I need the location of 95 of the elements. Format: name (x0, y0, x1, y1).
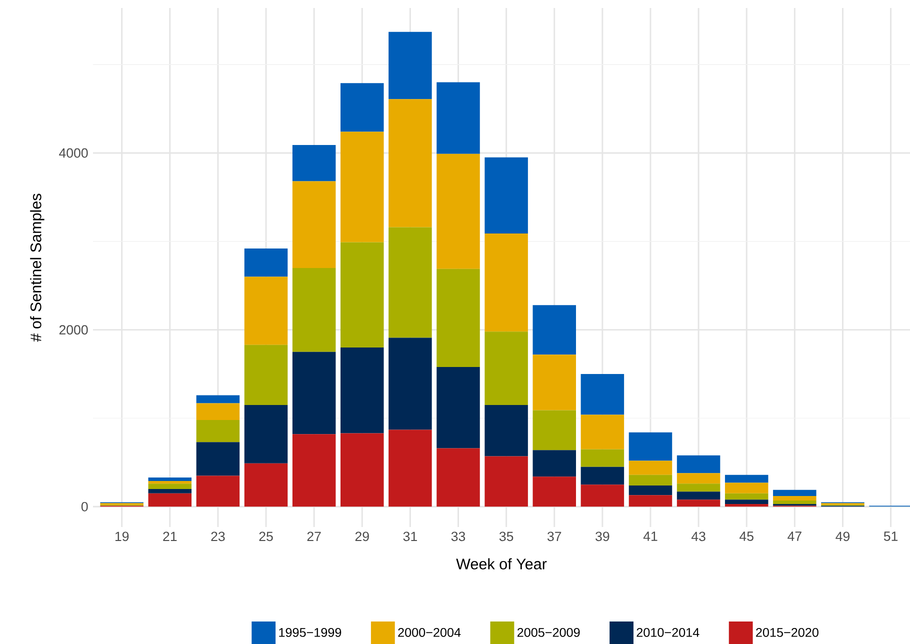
bar (580, 466, 624, 485)
y-tick-label: 2000 (59, 325, 88, 335)
bar (244, 344, 288, 405)
bar (724, 474, 768, 483)
bar (484, 404, 528, 456)
bar (676, 492, 720, 500)
bar (773, 490, 816, 496)
bar (773, 500, 816, 504)
legend-label: 2005−2009 (517, 628, 580, 637)
bar (628, 495, 672, 507)
x-tick-label: 41 (643, 532, 658, 541)
bar (196, 420, 240, 442)
y-tick-label: 4000 (59, 148, 88, 158)
bar (148, 484, 192, 489)
bar (724, 493, 768, 500)
bar (292, 434, 336, 507)
bar (244, 276, 288, 345)
legend-label: 2015−2020 (756, 628, 818, 637)
bar (388, 430, 432, 507)
bar (580, 449, 624, 467)
x-tick-label: 27 (307, 532, 321, 541)
bar (676, 484, 720, 492)
bar (484, 456, 528, 507)
bar (196, 476, 240, 507)
bar (484, 157, 528, 234)
bar (436, 366, 480, 448)
bar (388, 227, 432, 338)
bar (532, 305, 576, 355)
bar (148, 488, 192, 494)
x-tick-label: 19 (115, 532, 129, 542)
bar (628, 460, 672, 475)
bar (580, 414, 624, 450)
x-tick-label: 49 (836, 532, 850, 542)
bar (148, 477, 192, 482)
bar (580, 374, 624, 415)
bar (436, 268, 480, 367)
bar (676, 455, 720, 474)
bar (292, 145, 336, 182)
y-axis-title: # of Sentinel Samples (30, 194, 44, 342)
bar (724, 482, 768, 494)
bar (196, 395, 240, 404)
bar (292, 181, 336, 268)
bar (292, 352, 336, 434)
bar (388, 99, 432, 228)
bar (532, 354, 576, 410)
x-tick-label: 21 (163, 532, 177, 541)
bar (436, 82, 480, 154)
bar (628, 485, 672, 496)
bar (676, 473, 720, 484)
x-tick-label: 47 (788, 532, 802, 541)
bar (244, 404, 288, 464)
x-tick-label: 23 (211, 532, 225, 542)
x-tick-label: 29 (355, 532, 369, 542)
bar (340, 132, 384, 242)
bar (532, 476, 576, 507)
x-tick-label: 31 (403, 532, 417, 542)
bar (724, 504, 768, 507)
bar (196, 403, 240, 420)
x-tick-label: 51 (884, 532, 898, 541)
x-tick-label: 39 (596, 532, 610, 542)
bar (388, 32, 432, 100)
bar (724, 500, 768, 504)
x-tick-label: 33 (451, 532, 466, 542)
legend-label: 2000−2004 (398, 628, 461, 637)
bar (340, 83, 384, 132)
bar (532, 450, 576, 477)
bar (244, 248, 288, 277)
bar (532, 410, 576, 450)
bar (436, 448, 480, 507)
bar (436, 154, 480, 269)
y-tick-label: 0 (81, 502, 88, 512)
bar (676, 500, 720, 507)
bar (340, 242, 384, 348)
bar (340, 433, 384, 507)
bar (388, 338, 432, 430)
bar (580, 484, 624, 507)
bar (484, 332, 528, 405)
bar (628, 474, 672, 486)
x-axis-title: Week of Year (456, 558, 547, 570)
legend-label: 2010−2014 (636, 628, 700, 637)
bar (628, 432, 672, 461)
x-tick-label: 37 (547, 532, 562, 542)
x-tick-label: 35 (499, 532, 514, 542)
bar (196, 442, 240, 476)
x-tick-label: 25 (259, 532, 273, 542)
bar (773, 496, 816, 500)
bar (148, 493, 192, 507)
legend-label: 1995−1999 (279, 628, 342, 637)
bar (340, 348, 384, 434)
bar (484, 233, 528, 332)
bar (292, 268, 336, 352)
bar (244, 463, 288, 507)
bar (148, 481, 192, 484)
x-tick-label: 43 (691, 532, 706, 542)
x-tick-label: 45 (740, 532, 754, 541)
